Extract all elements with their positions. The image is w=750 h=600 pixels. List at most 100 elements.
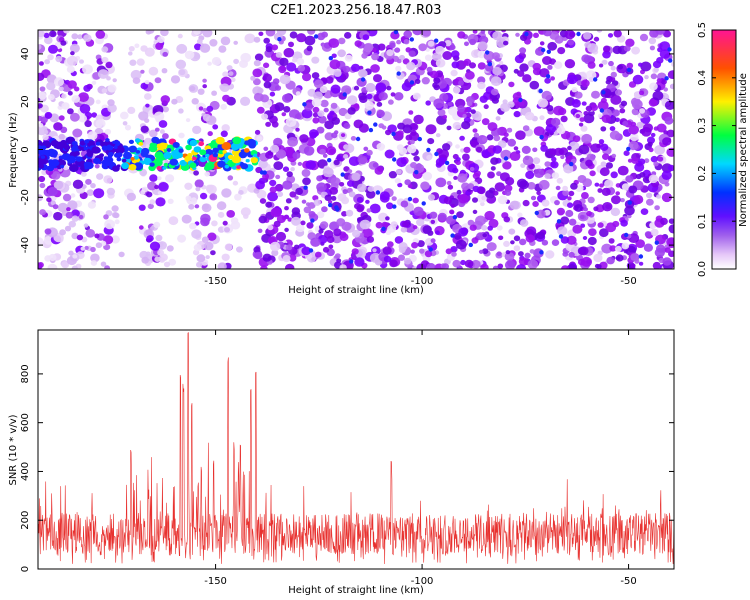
spectrogram-cell: [263, 62, 270, 69]
spectrogram-cell: [472, 197, 478, 203]
spectrogram-cell: [547, 41, 558, 51]
spectrogram-cell: [284, 206, 289, 211]
spectrogram-cell: [539, 41, 545, 46]
signal-cell: [106, 144, 114, 151]
spectrogram-cell: [107, 84, 117, 93]
spectrogram-cell: [49, 30, 57, 38]
spectrogram-cell: [485, 50, 490, 55]
spectrogram-cell: [504, 189, 512, 196]
spectrogram-cell: [426, 154, 433, 161]
signal-cell: [50, 159, 60, 167]
spectrogram-cell: [427, 194, 436, 201]
spectrogram-cell: [539, 134, 544, 140]
spectrogram-cell: [518, 251, 524, 257]
colorbar-gradient: [711, 29, 737, 270]
spectrogram-cell: [276, 214, 286, 224]
spectrogram-cell: [412, 30, 423, 36]
spectrogram-cell: [425, 100, 432, 106]
spectrogram-cell: [607, 33, 614, 38]
spectrogram-cell: [602, 50, 611, 59]
spectrogram-cell: [189, 222, 197, 230]
spectrogram-cell: [296, 33, 307, 43]
spectrogram-cell: [254, 53, 264, 62]
spectrogram-cell: [136, 58, 145, 66]
snr-y-tick-label: 800: [20, 364, 31, 383]
spectrogram-cell: [316, 211, 325, 219]
spectrogram-cell: [565, 209, 574, 218]
spectrogram-cell: [600, 126, 607, 132]
spectrogram-x-tick-label: -50: [620, 276, 636, 287]
signal-cell: [179, 159, 187, 167]
spectrogram-cell: [570, 182, 578, 190]
spectrogram-cell: [147, 181, 157, 191]
spectrogram-cell: [571, 87, 578, 93]
spectrogram-cell: [211, 57, 221, 66]
spectrogram-cell: [71, 209, 80, 218]
spectrogram-cell: [534, 210, 539, 216]
spectrogram-cell: [587, 43, 599, 54]
spectrogram-cell: [509, 151, 521, 161]
spectrogram-cell: [444, 160, 450, 166]
spectrogram-cell: [560, 115, 568, 123]
signal-cell: [86, 151, 94, 158]
spectrogram-cell: [83, 34, 92, 42]
spectrogram-cell: [50, 195, 57, 202]
spectrogram-cell: [611, 153, 617, 158]
spectrogram-cell: [252, 68, 263, 78]
spectrogram-cell: [524, 111, 535, 121]
colorbar-label: Normalized spectral amplitude: [738, 73, 749, 227]
spectrogram-cell: [290, 167, 295, 172]
spectrogram-cell: [44, 228, 52, 235]
spectrogram-cell: [648, 174, 659, 184]
spectrogram-cell: [259, 170, 265, 175]
spectrogram-cell: [222, 220, 228, 226]
spectrogram-cell: [64, 225, 72, 232]
spectrogram-cell: [473, 132, 480, 138]
spectrogram-cell: [481, 225, 488, 231]
spectrogram-cell: [303, 206, 311, 214]
spectrogram-cell: [666, 237, 674, 247]
spectrogram-cell: [323, 107, 329, 113]
spectrogram-cell: [590, 143, 601, 153]
signal-cell: [128, 139, 134, 144]
spectrogram-cell: [85, 229, 96, 238]
spectrogram-cell: [612, 109, 620, 117]
spectrogram-cell: [285, 263, 295, 269]
signal-cell: [169, 158, 178, 166]
spectrogram-cell: [621, 242, 630, 250]
spectrogram-cell: [493, 135, 501, 142]
spectrogram-cell: [396, 39, 402, 45]
spectrogram-cell: [657, 156, 664, 162]
spectrogram-cell: [530, 195, 537, 201]
signal-cell: [189, 139, 198, 147]
spectrogram-cell: [196, 254, 206, 263]
spectrogram-cell: [256, 135, 263, 142]
spectrogram-cell: [221, 253, 230, 261]
spectrogram-cell: [178, 69, 186, 76]
spectrogram-cell: [140, 82, 149, 90]
spectrogram-cell: [163, 261, 171, 268]
spectrogram-cell: [581, 101, 587, 106]
spectrogram-cell: [265, 121, 271, 127]
spectrogram-cell: [124, 124, 132, 131]
spectrogram-y-tick-label: -40: [20, 237, 31, 253]
spectrogram-cell: [517, 212, 523, 218]
spectrogram-cell: [598, 63, 604, 68]
spectrogram-cell: [419, 248, 425, 254]
spectrogram-cell: [597, 222, 604, 228]
spectrogram-cell: [61, 93, 67, 99]
spectrogram-cell: [177, 33, 183, 39]
spectrogram-cell: [288, 254, 297, 262]
spectrogram-cell: [376, 101, 383, 107]
spectrogram-cell: [118, 251, 125, 258]
spectrogram-cell: [38, 123, 44, 128]
spectrogram-cell: [652, 90, 664, 101]
spectrogram-cell: [265, 201, 273, 208]
spectrogram-cell: [524, 252, 531, 259]
spectrogram-cell: [195, 186, 201, 192]
spectrogram-cell: [465, 190, 471, 196]
spectrogram-cell: [319, 221, 329, 229]
spectrogram-cell: [149, 241, 161, 251]
spectrogram-cell: [217, 211, 225, 218]
spectrogram-cell: [51, 171, 61, 180]
